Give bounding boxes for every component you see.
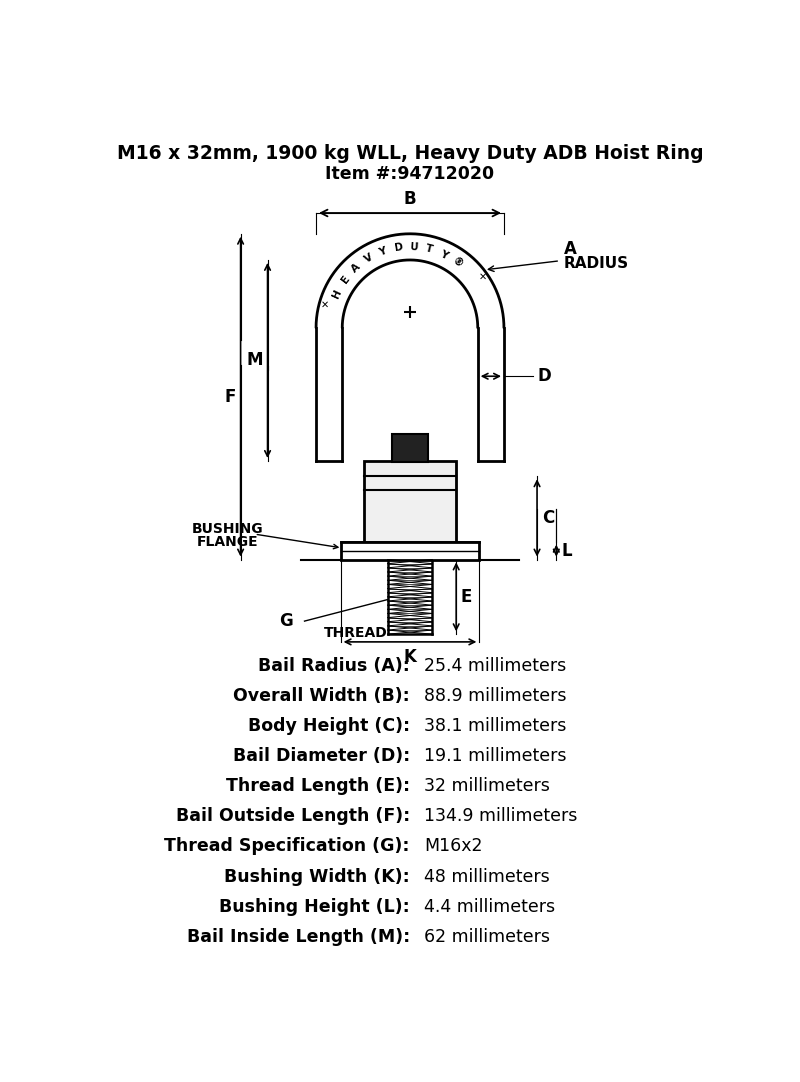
Text: Item #:94712020: Item #:94712020 [326,166,494,183]
Text: C: C [542,509,554,527]
Text: 38.1 millimeters: 38.1 millimeters [424,717,566,736]
Text: K: K [403,648,417,667]
Text: M: M [246,352,263,369]
Text: 88.9 millimeters: 88.9 millimeters [424,687,566,705]
Text: E: E [339,274,351,285]
Text: BUSHING: BUSHING [192,522,263,536]
Text: 4.4 millimeters: 4.4 millimeters [424,898,555,915]
Text: M16 x 32mm, 1900 kg WLL, Heavy Duty ADB Hoist Ring: M16 x 32mm, 1900 kg WLL, Heavy Duty ADB … [117,144,703,162]
Text: Body Height (C):: Body Height (C): [248,717,410,736]
Text: ✕: ✕ [321,300,329,309]
Text: V: V [362,252,374,265]
Text: 134.9 millimeters: 134.9 millimeters [424,807,578,826]
Text: Bail Inside Length (M):: Bail Inside Length (M): [186,927,410,946]
Text: Overall Width (B):: Overall Width (B): [234,687,410,705]
Text: FLANGE: FLANGE [197,535,258,549]
Text: G: G [279,612,293,630]
Text: A: A [350,261,362,274]
Text: Bail Radius (A):: Bail Radius (A): [258,657,410,675]
Text: D: D [394,242,404,253]
Text: THREAD: THREAD [324,625,388,639]
Text: D: D [537,367,550,385]
Bar [341,542,479,559]
Text: M16x2: M16x2 [424,837,482,856]
Text: L: L [562,542,572,559]
Text: 32 millimeters: 32 millimeters [424,777,550,795]
Text: Bushing Width (K):: Bushing Width (K): [224,868,410,885]
Text: H: H [330,288,343,300]
Text: 19.1 millimeters: 19.1 millimeters [424,748,566,765]
Text: Thread Length (E):: Thread Length (E): [226,777,410,795]
Text: ✕: ✕ [478,272,486,282]
Text: Y: Y [377,246,387,258]
Text: B: B [404,190,416,209]
Text: T: T [425,243,434,255]
Text: Bail Diameter (D):: Bail Diameter (D): [233,748,410,765]
Text: ®: ® [450,255,465,269]
Text: U: U [410,241,418,252]
Text: RADIUS: RADIUS [564,255,629,270]
Text: Bail Outside Length (F):: Bail Outside Length (F): [176,807,410,826]
Text: Y: Y [438,249,450,261]
Bar [391,434,429,462]
Text: 25.4 millimeters: 25.4 millimeters [424,657,566,675]
Text: A: A [564,240,577,259]
Text: F: F [225,387,236,406]
Text: 48 millimeters: 48 millimeters [424,868,550,885]
Text: E: E [461,588,472,606]
Text: Bushing Height (L):: Bushing Height (L): [219,898,410,915]
Text: Thread Specification (G):: Thread Specification (G): [165,837,410,856]
Bar [364,461,456,542]
Text: 62 millimeters: 62 millimeters [424,927,550,946]
